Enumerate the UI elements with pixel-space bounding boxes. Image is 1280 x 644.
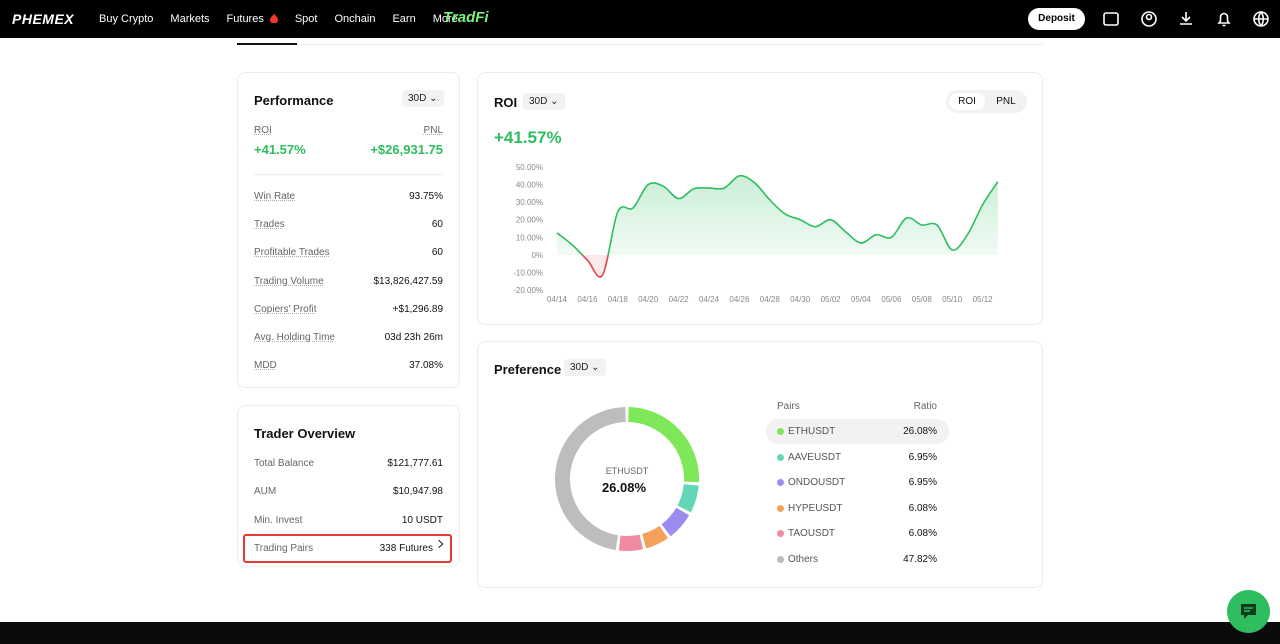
performance-card: Performance 30D ⌄ ROI PNL +41.57% +$26,9… <box>237 72 460 388</box>
card-title: Trader Overview <box>254 426 356 441</box>
nav-link[interactable]: Earn <box>392 13 416 25</box>
stat-value: 03d 23h 26m <box>384 332 443 343</box>
legend-swatch <box>777 428 784 435</box>
chat-icon <box>1241 604 1256 619</box>
top-nav: PHEMEX Buy Crypto Markets Futures Spot Oncha… <box>0 0 1280 38</box>
highlight-box <box>243 534 452 563</box>
legend-name: HYPEUSDT <box>788 502 843 514</box>
legend-name: AAVEUSDT <box>788 451 842 463</box>
overview-label: AUM <box>254 486 277 498</box>
legend-value: 6.95% <box>908 451 937 463</box>
stat-label: Avg. Holding Time <box>254 332 335 343</box>
overview-card: Trader Overview Total Balance $121,777.61… <box>237 405 460 567</box>
roi-card: ROI 30D ⌄ ROI PNL +41.57% <box>477 72 1043 325</box>
bell-icon[interactable] <box>1217 12 1231 27</box>
period-select[interactable]: 30D ⌄ <box>564 359 606 376</box>
period-select[interactable]: 30D ⌄ <box>402 90 444 107</box>
legend-value: 6.08% <box>908 502 937 514</box>
overview-label: Min. Invest <box>254 514 303 526</box>
legend-name: Others <box>788 554 819 565</box>
legend-swatch <box>777 479 784 487</box>
globe-icon[interactable] <box>1253 11 1269 27</box>
nav-link[interactable]: Buy Crypto <box>99 13 154 25</box>
download-icon[interactable] <box>1180 12 1192 25</box>
overview-label: Trading Pairs <box>254 542 314 554</box>
overview-value: 338 Futures <box>379 542 433 554</box>
stat-label: Win Rate <box>254 191 296 202</box>
stat-label: Profitable Trades <box>254 247 330 259</box>
legend-value: 47.82% <box>903 554 937 565</box>
nav-link[interactable]: More <box>432 13 458 25</box>
stat-value: 60 <box>431 219 443 231</box>
legend-swatch <box>777 453 784 461</box>
toggle: ROI PNL <box>946 90 1027 113</box>
column-header: Pairs <box>777 401 800 412</box>
card-title: ROI <box>494 95 518 110</box>
legend-value: 6.95% <box>908 477 937 489</box>
deposit-button[interactable]: Deposit <box>1028 8 1085 30</box>
card-title: Preference <box>494 362 562 377</box>
nav-link[interactable]: Onchain <box>334 13 376 25</box>
overview-value: $121,777.61 <box>387 458 443 469</box>
overview-label: Total Balance <box>254 458 315 469</box>
legend-name: TAOUSDT <box>788 528 836 540</box>
stat-label: MDD <box>254 360 277 372</box>
divider <box>254 174 444 175</box>
footer <box>0 622 1280 644</box>
active-tab-indicator <box>237 43 297 45</box>
legend-name: ONDOUSDT <box>788 477 846 489</box>
hot-icon <box>269 13 278 23</box>
stat-label: Trades <box>254 219 285 231</box>
stat-value: 60 <box>431 247 443 259</box>
stat-value: 93.75% <box>409 191 443 202</box>
nav-link[interactable]: Futures <box>226 13 264 25</box>
logo[interactable]: PHEMEX <box>12 11 75 27</box>
profile-icon[interactable] <box>1141 11 1157 27</box>
stat-value: 37.08% <box>409 360 443 372</box>
row-highlight <box>766 419 949 444</box>
stat-value: +$1,296.89 <box>392 303 443 315</box>
toggle-option[interactable]: ROI <box>949 93 985 110</box>
legend-name: ETHUSDT <box>788 426 836 437</box>
nav-link[interactable]: Markets <box>170 13 210 25</box>
legend-swatch <box>777 504 784 512</box>
period-select[interactable]: 30D ⌄ <box>523 93 565 110</box>
overview-value: $10,947.98 <box>392 486 443 498</box>
stat-label: Trading Volume <box>254 275 324 287</box>
legend-swatch <box>777 556 784 563</box>
period: 30D <box>529 96 548 107</box>
chat-button[interactable] <box>1227 590 1270 633</box>
period: 30D <box>408 93 427 104</box>
legend-swatch <box>777 530 784 538</box>
tradfi-badge[interactable]: TradFi <box>443 9 489 26</box>
period: 30D <box>570 362 589 373</box>
legend-value: 26.08% <box>903 426 937 437</box>
nav-links: Buy Crypto Markets Futures Spot Onchain Earn M… <box>99 13 458 25</box>
toggle-option[interactable]: PNL <box>996 96 1016 107</box>
roi-label: ROI <box>254 125 272 136</box>
legend-value: 6.08% <box>908 528 937 540</box>
tab-divider <box>237 44 1043 45</box>
nav-icons <box>1103 11 1269 27</box>
stat-label: Copiers' Profit <box>254 303 317 315</box>
preference-card: Preference 30D ⌄ Pairs Ratio ETHUSDT 26.0… <box>477 341 1043 588</box>
stat-value: $13,826,427.59 <box>373 275 443 287</box>
wallet-icon[interactable] <box>1103 12 1119 26</box>
card-title: Performance <box>254 93 334 108</box>
pnl-label: PNL <box>423 125 443 136</box>
roi-big-value: +41.57% <box>494 128 562 147</box>
pnl-value: +$26,931.75 <box>370 142 443 157</box>
column-header: Ratio <box>913 401 937 412</box>
roi-value: +41.57% <box>254 142 306 157</box>
nav-link[interactable]: Spot <box>294 13 318 25</box>
overview-value: 10 USDT <box>401 514 443 526</box>
